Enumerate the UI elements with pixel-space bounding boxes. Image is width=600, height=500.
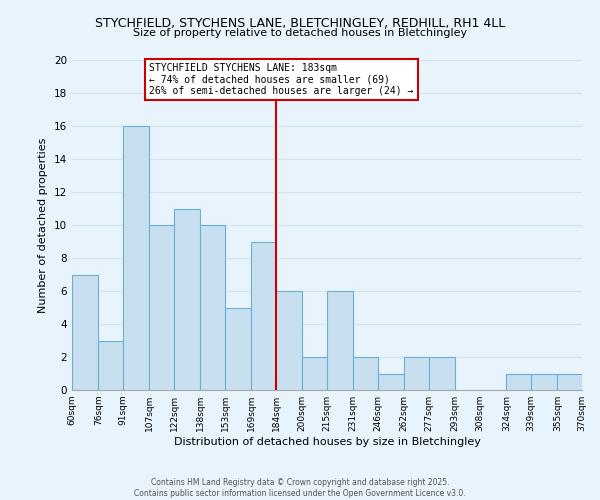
Bar: [225, 308, 251, 390]
Bar: [98, 340, 123, 390]
Bar: [276, 291, 302, 390]
Text: Size of property relative to detached houses in Bletchingley: Size of property relative to detached ho…: [133, 28, 467, 38]
Bar: [506, 374, 531, 390]
Bar: [302, 357, 327, 390]
Text: STYCHFIELD STYCHENS LANE: 183sqm
← 74% of detached houses are smaller (69)
26% o: STYCHFIELD STYCHENS LANE: 183sqm ← 74% o…: [149, 64, 413, 96]
Bar: [531, 374, 557, 390]
Bar: [200, 225, 225, 390]
Bar: [429, 357, 455, 390]
Bar: [557, 374, 582, 390]
Bar: [251, 242, 276, 390]
Bar: [378, 374, 404, 390]
Bar: [149, 225, 174, 390]
Bar: [353, 357, 378, 390]
Bar: [327, 291, 353, 390]
Bar: [174, 208, 200, 390]
Bar: [72, 274, 98, 390]
Text: STYCHFIELD, STYCHENS LANE, BLETCHINGLEY, REDHILL, RH1 4LL: STYCHFIELD, STYCHENS LANE, BLETCHINGLEY,…: [95, 18, 505, 30]
X-axis label: Distribution of detached houses by size in Bletchingley: Distribution of detached houses by size …: [173, 437, 481, 447]
Bar: [404, 357, 429, 390]
Y-axis label: Number of detached properties: Number of detached properties: [38, 138, 49, 312]
Text: Contains HM Land Registry data © Crown copyright and database right 2025.
Contai: Contains HM Land Registry data © Crown c…: [134, 478, 466, 498]
Bar: [123, 126, 149, 390]
